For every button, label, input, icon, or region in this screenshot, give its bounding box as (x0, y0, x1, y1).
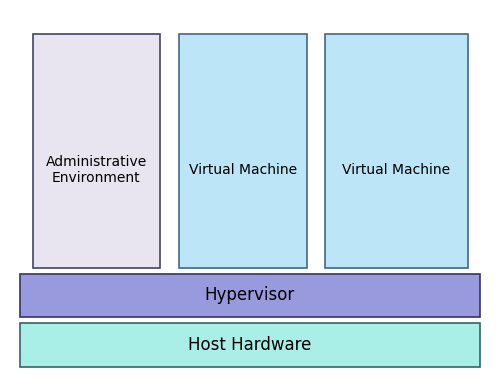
Text: Hypervisor: Hypervisor (205, 287, 295, 304)
FancyBboxPatch shape (20, 274, 480, 317)
FancyBboxPatch shape (325, 34, 468, 268)
FancyBboxPatch shape (20, 323, 480, 367)
Text: Host Hardware: Host Hardware (188, 336, 312, 354)
FancyBboxPatch shape (179, 34, 306, 268)
Text: Virtual Machine: Virtual Machine (342, 163, 450, 177)
Text: Virtual Machine: Virtual Machine (188, 163, 297, 177)
Text: Administrative
Environment: Administrative Environment (46, 155, 147, 185)
FancyBboxPatch shape (32, 34, 160, 268)
